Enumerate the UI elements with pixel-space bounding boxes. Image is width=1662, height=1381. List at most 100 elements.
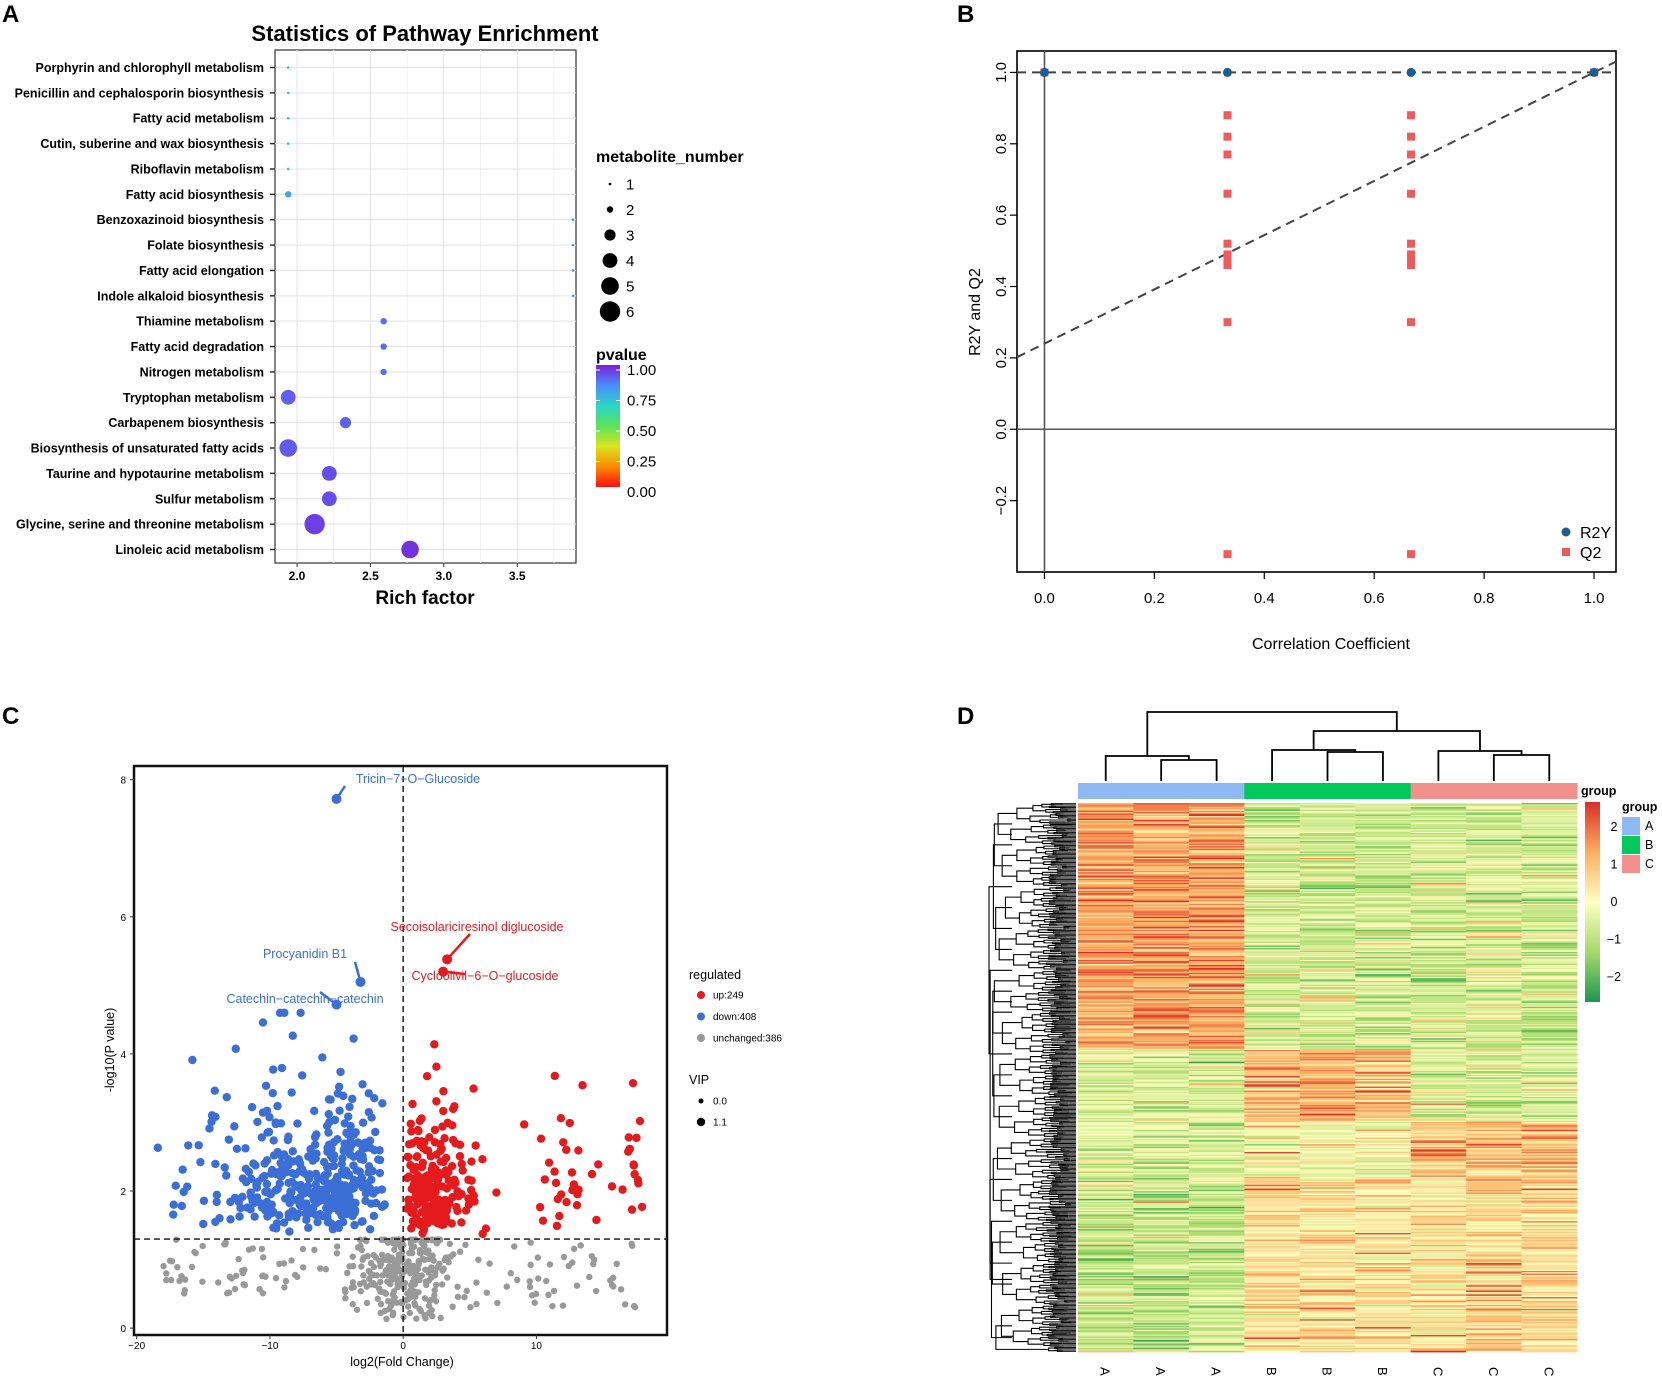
down-point [338, 1167, 346, 1175]
down-point [307, 1190, 315, 1198]
q2-point [1223, 111, 1231, 119]
down-point [370, 1212, 378, 1220]
unchanged-point [407, 1288, 413, 1294]
up-point [624, 1147, 632, 1155]
unchanged-point [344, 1270, 350, 1276]
legend-label-down-408: down:408 [713, 1012, 757, 1023]
down-point [367, 1113, 375, 1121]
unchanged-point [378, 1301, 384, 1307]
enrichment-point-sulfur-metabolism [322, 491, 337, 506]
labeled-point-secoisolariciresinol-diglucoside [442, 954, 452, 964]
up-point [440, 1134, 448, 1142]
pathway-label-carbapenem-biosynthesis: Carbapenem biosynthesis [108, 416, 264, 430]
pathway-label-cutin-suberine-and-wax-biosynthesis: Cutin, suberine and wax biosynthesis [40, 137, 264, 151]
up-point [629, 1079, 637, 1087]
unchanged-point [388, 1272, 394, 1278]
down-point [230, 1122, 238, 1130]
up-point [413, 1153, 421, 1161]
unchanged-point [410, 1268, 416, 1274]
down-point [359, 1119, 367, 1127]
unchanged-point [590, 1261, 596, 1267]
up-point [404, 1153, 412, 1161]
unchanged-point [300, 1246, 306, 1252]
up-point [634, 1176, 642, 1184]
down-point [367, 1176, 375, 1184]
plot-area [275, 50, 576, 563]
size-legend-label-4: 4 [626, 253, 634, 270]
pathway-label-linoleic-acid-metabolism: Linoleic acid metabolism [115, 543, 264, 557]
down-point [235, 1198, 243, 1206]
legend-label-up-249: up:249 [713, 991, 744, 1002]
down-point [298, 1071, 306, 1079]
down-point [370, 1094, 378, 1102]
down-point [329, 1155, 337, 1163]
down-point [380, 1201, 388, 1209]
x-tick-label: 0.6 [1364, 590, 1385, 607]
unchanged-point [449, 1304, 455, 1310]
up-point [405, 1172, 413, 1180]
up-point [574, 1186, 582, 1194]
up-point [457, 1190, 465, 1198]
up-point [539, 1216, 547, 1224]
color-legend-label-0.75: 0.75 [627, 393, 656, 410]
panel-c-volcano-plot: Tricin−7−O−GlucosideSecoisolariciresinol… [103, 766, 782, 1369]
down-point [361, 1197, 369, 1205]
size-legend-label-1: 1 [626, 177, 634, 194]
down-point [271, 1186, 279, 1194]
down-point [280, 1218, 288, 1226]
unchanged-point [535, 1275, 541, 1281]
unchanged-point [416, 1260, 422, 1266]
unchanged-point [607, 1277, 613, 1283]
unchanged-point [508, 1270, 514, 1276]
down-point [366, 1137, 374, 1145]
unchanged-point [412, 1275, 418, 1281]
unchanged-point [543, 1278, 549, 1284]
annotation-label-secoisolariciresinol-diglucoside: Secoisolariciresinol diglucoside [390, 920, 563, 934]
legend-r2y-dot [1562, 528, 1571, 537]
pathway-label-benzoxazinoid-biosynthesis: Benzoxazinoid biosynthesis [97, 213, 264, 227]
down-point [273, 1102, 281, 1110]
size-legend-dot-4 [603, 253, 618, 268]
down-point [263, 1212, 271, 1220]
group-annotation-B3 [1355, 783, 1411, 799]
up-point [625, 1133, 633, 1141]
unchanged-point [457, 1249, 463, 1255]
down-point [307, 1152, 315, 1160]
enrichment-point-taurine-and-hypotaurine-metabolism [322, 466, 337, 481]
unchanged-point [504, 1283, 510, 1289]
up-point [552, 1179, 560, 1187]
q2-regression-line [1017, 62, 1616, 358]
unchanged-point [622, 1301, 628, 1307]
panel-letter-c: C [2, 703, 19, 730]
up-point [608, 1182, 616, 1190]
up-point [405, 1201, 413, 1209]
up-point [592, 1216, 600, 1224]
down-point [289, 1147, 297, 1155]
down-point [259, 1018, 267, 1026]
panel-letter-d: D [957, 703, 974, 730]
unchanged-point [323, 1266, 329, 1272]
unchanged-point [226, 1289, 232, 1295]
unchanged-point [189, 1264, 195, 1270]
unchanged-point [358, 1288, 364, 1294]
unchanged-point [578, 1242, 584, 1248]
down-point [170, 1200, 178, 1208]
unchanged-point [300, 1264, 306, 1270]
up-point [417, 1114, 425, 1122]
legend-vip-title: VIP [689, 1073, 709, 1087]
unchanged-point [473, 1279, 479, 1285]
down-point [350, 1221, 358, 1229]
unchanged-point [566, 1263, 572, 1269]
unchanged-point [260, 1272, 266, 1278]
down-point [243, 1203, 251, 1211]
q2-point [1407, 250, 1415, 258]
x-tick-label: 3.0 [436, 569, 453, 583]
down-point [358, 1183, 366, 1191]
down-point [278, 1064, 286, 1072]
unchanged-point [232, 1286, 238, 1292]
up-point [448, 1193, 456, 1201]
q2-point [1407, 240, 1415, 248]
down-point [312, 1181, 320, 1189]
pathway-label-folate-biosynthesis: Folate biosynthesis [147, 239, 264, 253]
